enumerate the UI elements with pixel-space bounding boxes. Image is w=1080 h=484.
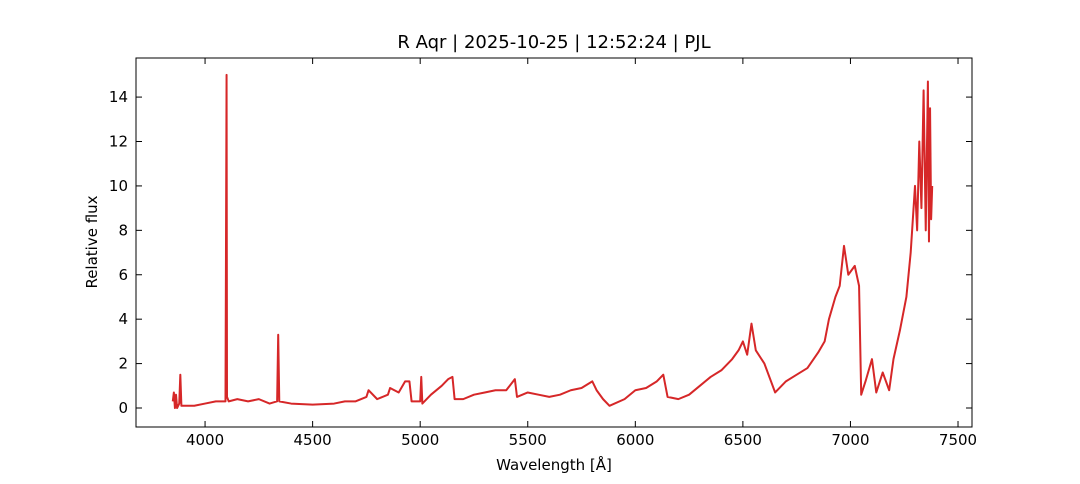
- plot-frame: [135, 57, 973, 428]
- chart-title: R Aqr | 2025-10-25 | 12:52:24 | PJL: [397, 32, 710, 53]
- x-tick-label: 6500: [724, 431, 762, 449]
- y-tick-label: 2: [118, 355, 128, 373]
- x-axis-label: Wavelength [Å]: [496, 455, 612, 474]
- x-tick-label: 6000: [616, 431, 654, 449]
- y-tick-label: 0: [118, 399, 128, 417]
- y-tick-label: 4: [118, 310, 128, 328]
- x-tick-label: 4500: [294, 431, 332, 449]
- y-tick-label: 10: [109, 177, 128, 195]
- y-axis-label: Relative flux: [83, 195, 101, 288]
- spectrum-line: [171, 73, 934, 410]
- x-tick-label: 5000: [401, 431, 439, 449]
- x-tick-label: 7500: [939, 431, 977, 449]
- x-tick-label: 7000: [831, 431, 869, 449]
- y-tick-label: 8: [118, 221, 128, 239]
- y-tick-label: 14: [109, 88, 128, 106]
- y-tick-label: 6: [118, 266, 128, 284]
- x-tick-label: 4000: [186, 431, 224, 449]
- x-tick-label: 5500: [509, 431, 547, 449]
- y-tick-label: 12: [109, 133, 128, 151]
